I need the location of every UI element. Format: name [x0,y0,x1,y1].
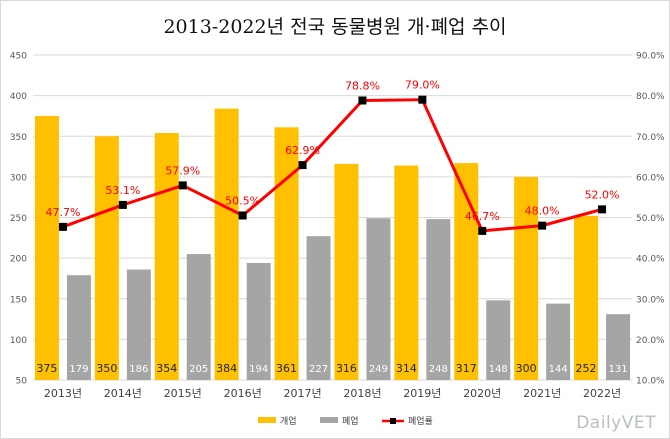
bar-value-label: 144 [549,364,568,375]
y-left-tick-label: 350 [10,133,27,143]
x-tick-label: 2016년 [224,387,262,400]
rate-value-label: 48.0% [525,205,560,218]
y-right-tick-label: 30.0% [636,295,665,305]
rate-value-label: 62.9% [285,144,320,157]
legend-marker [390,418,396,424]
rate-marker [58,222,67,231]
y-left-tick-label: 150 [10,295,27,305]
legend-label: 개업 [280,416,297,427]
bar-close [426,219,451,380]
bar-open [154,133,179,380]
y-left-tick-label: 400 [10,92,27,102]
bar-close [306,236,331,380]
legend-swatch [258,417,276,423]
rate-value-label: 57.9% [165,164,200,177]
bar-value-label: 194 [249,364,268,375]
x-tick-label: 2013년 [44,387,82,400]
dailyvet-watermark: DailyVET [576,413,656,433]
bar-open [334,163,359,380]
x-tick-label: 2015년 [164,387,202,400]
rate-value-label: 52.0% [585,188,620,201]
y-right-tick-label: 80.0% [636,92,665,102]
bar-value-label: 249 [369,364,388,375]
bar-value-label: 148 [489,364,508,375]
bar-value-label: 316 [336,362,357,375]
bar-open [274,127,299,380]
rate-line [62,98,603,233]
legend-label: 폐업률 [408,415,433,427]
chart-title: 2013-2022년 전국 동물병원 개·폐업 추이 [163,16,507,38]
bar-value-label: 384 [216,362,237,375]
y-left-tick-label: 200 [10,255,27,265]
bar-value-label: 179 [69,364,88,375]
x-tick-label: 2021년 [523,387,561,400]
bar-value-label: 248 [429,364,448,375]
bar-value-label: 317 [456,362,477,375]
rate-marker [298,161,307,170]
rate-value-label: 47.7% [45,206,80,219]
bar-close [66,275,91,380]
y-left-tick-label: 100 [10,336,27,346]
x-tick-label: 2018년 [343,387,381,400]
bar-close [546,303,571,380]
rate-value-label: 53.1% [105,184,140,197]
x-tick-label: 2022년 [583,387,621,400]
y-right-tick-label: 40.0% [636,255,665,265]
bar-open [394,165,419,380]
rate-marker [118,200,127,209]
bar-value-label: 361 [276,362,297,375]
rate-marker [598,205,607,214]
bar-value-label: 314 [396,362,417,375]
bar-close [606,314,631,380]
bar-close [186,254,211,380]
rate-value-label: 79.0% [405,79,440,92]
bar-open [214,108,239,380]
rate-marker [478,226,487,235]
bar-value-label: 205 [189,364,208,375]
x-tick-label: 2019년 [403,387,441,400]
rate-marker [238,211,247,220]
bar-open [574,215,599,380]
x-tick-label: 2020년 [463,387,501,400]
rate-value-label: 50.5% [225,194,260,207]
bar-open [514,176,539,380]
rate-marker [358,96,367,105]
legend-swatch [320,417,338,423]
x-tick-label: 2017년 [283,387,321,400]
y-left-tick-label: 450 [10,52,27,62]
rate-marker [418,95,427,104]
y-right-tick-label: 60.0% [636,173,665,183]
y-left-tick-label: 50 [16,377,28,387]
bar-close [486,300,511,380]
bar-value-label: 131 [609,364,628,375]
y-right-tick-label: 90.0% [636,52,665,62]
y-right-tick-label: 50.0% [636,214,665,224]
bar-value-label: 227 [309,364,328,375]
legend-label: 폐업 [342,415,359,427]
bar-value-label: 252 [576,362,597,375]
y-right-tick-label: 10.0% [636,377,665,387]
rate-marker [538,221,547,230]
bar-close [246,263,271,380]
bar-value-label: 350 [96,362,117,375]
bar-open [34,115,59,380]
bar-value-label: 375 [36,362,57,375]
y-right-tick-label: 70.0% [636,133,665,143]
bar-open [94,136,119,380]
y-left-tick-label: 300 [10,173,27,183]
y-left-tick-label: 250 [10,214,27,224]
bar-value-label: 186 [129,364,148,375]
rate-value-label: 46.7% [465,210,500,223]
y-right-tick-label: 20.0% [636,336,665,346]
bar-value-label: 300 [516,362,537,375]
bar-value-label: 354 [156,362,177,375]
rate-marker [178,181,187,190]
bar-close [126,269,151,380]
rate-value-label: 78.8% [345,80,380,93]
bar-close [366,218,391,380]
x-tick-label: 2014년 [104,387,142,400]
